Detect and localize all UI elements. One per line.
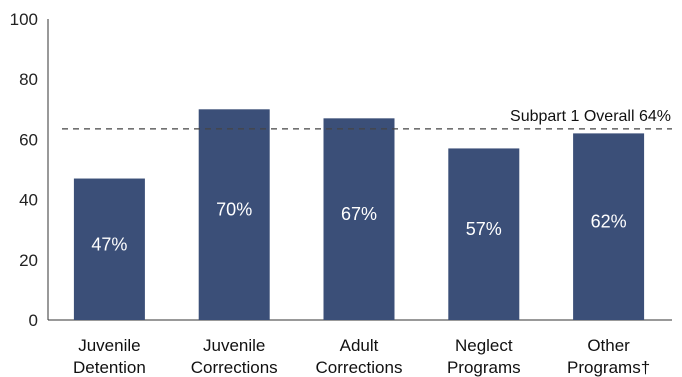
bar-data-label: 47%	[91, 234, 127, 254]
bars: 47% 70% 67% 57% 62%	[73, 109, 645, 320]
category-labels: Juvenile Detention Juvenile Corrections Adul…	[73, 336, 650, 377]
category-label: Neglect	[455, 336, 513, 355]
y-tick-label: 20	[19, 251, 38, 270]
bar	[448, 148, 520, 320]
category-label: Other	[587, 336, 630, 355]
category-label: Juvenile	[78, 336, 140, 355]
y-tick-label: 100	[10, 10, 38, 29]
bar	[198, 109, 270, 320]
reference-line-label: Subpart 1 Overall 64%	[510, 108, 671, 125]
y-tick-label: 60	[19, 130, 38, 149]
bar-data-label: 62%	[591, 212, 627, 232]
bar-data-label: 70%	[216, 200, 252, 220]
category-label: Detention	[73, 358, 146, 377]
category-label: Adult	[340, 336, 379, 355]
category-label: Corrections	[191, 358, 278, 377]
bar	[573, 133, 645, 320]
bar-data-label: 57%	[466, 219, 502, 239]
y-tick-label: 40	[19, 191, 38, 210]
bar-data-label: 67%	[341, 204, 377, 224]
y-tick-label: 0	[29, 311, 38, 330]
category-label: Programs	[447, 358, 521, 377]
category-label: Juvenile	[203, 336, 265, 355]
bar	[323, 118, 395, 320]
category-label: Programs†	[567, 358, 650, 377]
bar	[73, 178, 145, 320]
category-label: Corrections	[316, 358, 403, 377]
y-tick-label: 80	[19, 70, 38, 89]
y-axis-ticks: 0 20 40 60 80 100	[10, 10, 38, 330]
